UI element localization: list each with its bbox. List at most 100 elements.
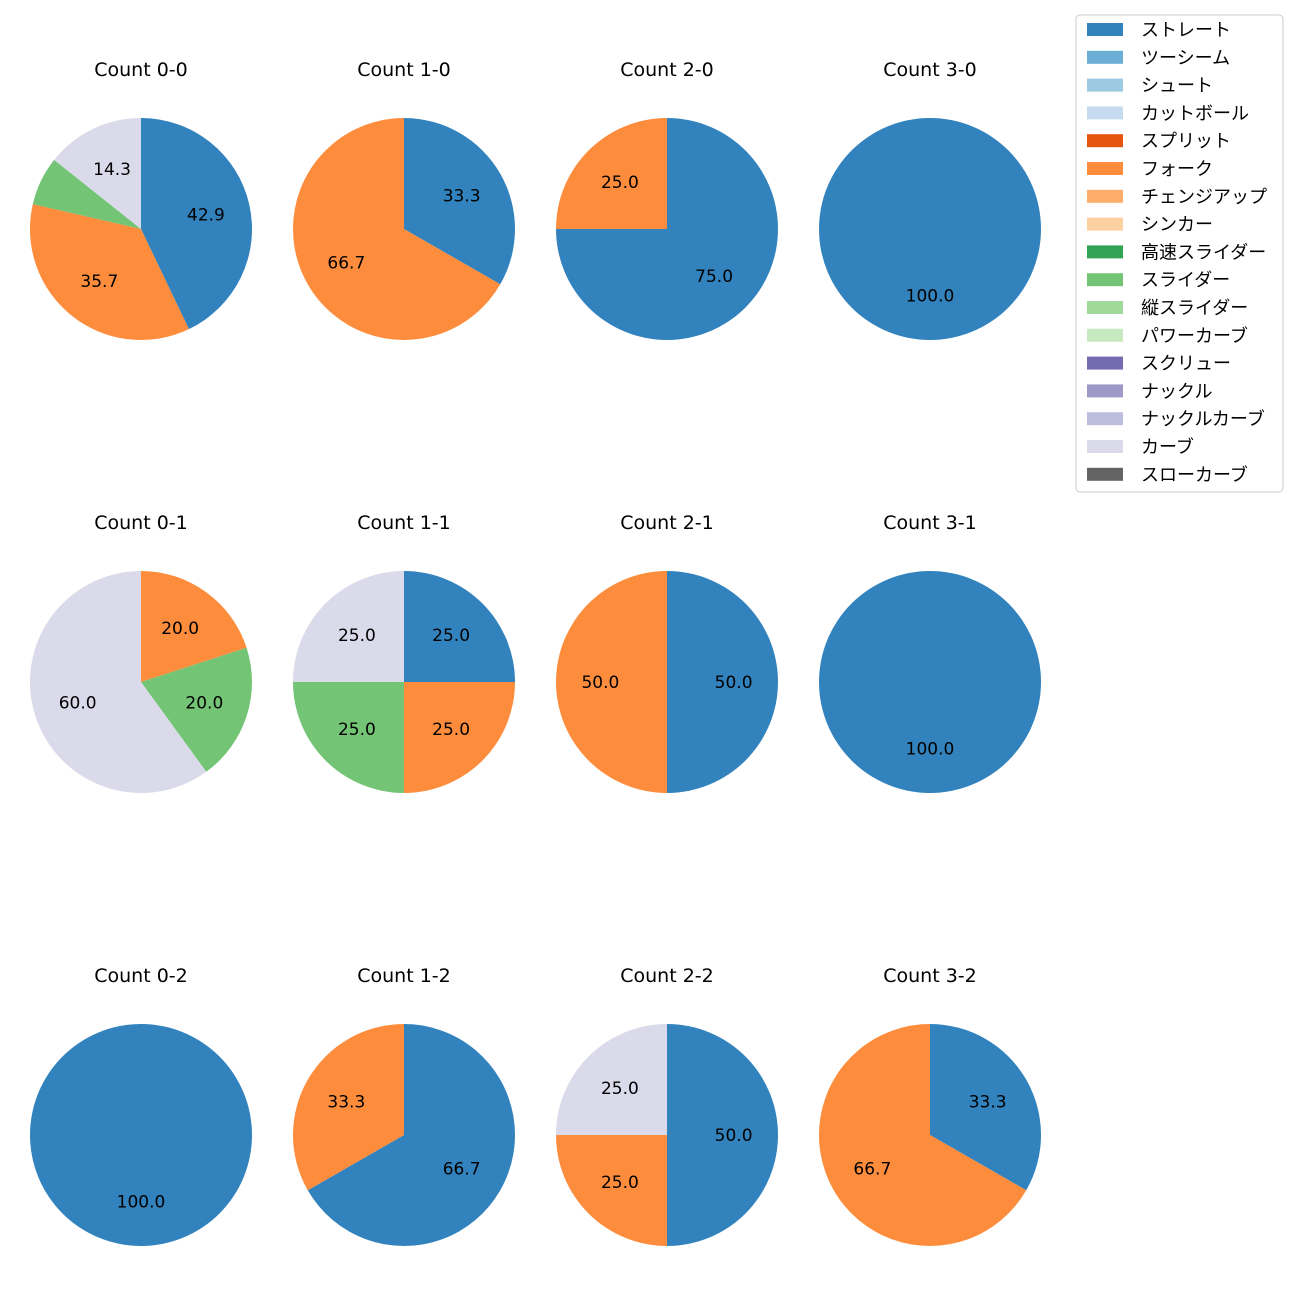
- pie-slice: [556, 571, 667, 793]
- pie-slice: [556, 1135, 667, 1246]
- pie-slice: [292, 118, 501, 340]
- pie-slice-label: 66.7: [327, 253, 365, 273]
- legend-swatch: [1087, 217, 1123, 231]
- legend-swatch: [1087, 162, 1123, 175]
- pie-title: Count 1-0: [357, 59, 451, 81]
- pie-slice: [30, 204, 189, 341]
- legend-label: ツーシーム: [1141, 48, 1230, 69]
- pie-title: Count 3-1: [883, 512, 977, 534]
- pie-chart: Count 3-1 100.0: [819, 512, 1041, 793]
- legend-swatch: [1087, 78, 1123, 92]
- pie-slice-label: 50.0: [715, 1126, 753, 1146]
- pie-title: Count 2-0: [620, 59, 714, 81]
- legend-label: 高速スライダー: [1141, 242, 1266, 263]
- pie-slice-label: 60.0: [59, 694, 97, 714]
- pie-slice: [667, 1024, 778, 1246]
- pie-slice-label: 20.0: [161, 619, 199, 639]
- legend-label: シンカー: [1141, 215, 1213, 236]
- pie-slice-label: 33.3: [443, 187, 481, 207]
- legend-label: カットボール: [1141, 103, 1249, 124]
- legend-label: スローカーブ: [1141, 464, 1248, 486]
- pie-slice-label: 25.0: [338, 720, 376, 740]
- pie-slice-label: 33.3: [327, 1093, 365, 1113]
- legend-label: ストレート: [1141, 20, 1231, 41]
- legend-swatch: [1087, 467, 1123, 481]
- pie-slice: [930, 1024, 1041, 1191]
- pie-slice: [32, 159, 141, 229]
- pie-slice-label: 35.7: [80, 272, 118, 292]
- legend-swatch: [1087, 301, 1123, 314]
- pie-slice-label: 100.0: [906, 287, 955, 307]
- legend-label: フォーク: [1141, 159, 1213, 180]
- pie-slice-label: 25.0: [432, 720, 470, 740]
- pie-slice: [141, 118, 253, 330]
- legend-label: スプリット: [1141, 131, 1231, 152]
- pie-slice: [293, 1024, 404, 1191]
- pie-slice: [819, 571, 1041, 793]
- pie-chart: Count 0-2 100.0: [30, 965, 252, 1246]
- legend-swatch: [1087, 412, 1123, 426]
- pie-chart: Count 2-2 50.0 25.0 25.0: [556, 965, 778, 1246]
- pie-slice: [556, 118, 667, 229]
- pie-slice: [404, 118, 515, 285]
- legend-label: チェンジアップ: [1141, 187, 1267, 208]
- pie-slice: [54, 118, 141, 229]
- legend-frame: [1075, 14, 1284, 493]
- pie-chart: Count 2-0 75.0 25.0: [556, 59, 778, 340]
- pie-chart: Count 0-0 42.9 35.7 14.3: [30, 59, 253, 341]
- pie-slice: [307, 1024, 516, 1246]
- pie-slice-label: 14.3: [93, 160, 131, 180]
- pie-slice-label: 66.7: [443, 1159, 481, 1179]
- pie-slice: [141, 571, 247, 682]
- pie-slice-label: 50.0: [715, 673, 753, 693]
- pie-title: Count 0-1: [94, 512, 188, 534]
- pie-chart: Count 2-1 50.0 50.0: [556, 512, 778, 793]
- pie-title: Count 2-1: [620, 512, 714, 534]
- legend-swatch: [1087, 134, 1123, 148]
- legend-swatch: [1087, 440, 1123, 453]
- legend-swatch: [1087, 50, 1123, 64]
- pie-slice-label: 100.0: [117, 1193, 166, 1213]
- pie-slice-label: 42.9: [187, 205, 225, 225]
- pie-title: Count 1-2: [357, 965, 451, 987]
- pie-slice: [404, 682, 515, 793]
- pie-slice-label: 66.7: [853, 1159, 891, 1179]
- legend-swatch: [1087, 356, 1123, 370]
- pie-slice: [818, 1024, 1027, 1247]
- pie-title: Count 0-0: [94, 59, 188, 81]
- legend-label: シュート: [1141, 76, 1213, 97]
- legend-swatch: [1087, 189, 1123, 203]
- pie-slice: [404, 571, 515, 682]
- pie-slice-label: 25.0: [432, 626, 470, 646]
- pie-slice: [30, 1024, 252, 1246]
- pie-title: Count 1-1: [357, 512, 451, 534]
- pie-slice: [293, 571, 404, 682]
- pie-slice-label: 25.0: [601, 1173, 639, 1193]
- pie-slice: [667, 571, 778, 793]
- pie-slice: [556, 1024, 667, 1135]
- pie-slice-label: 50.0: [581, 673, 619, 693]
- legend-label: パワーカーブ: [1141, 325, 1248, 347]
- pie-slice-label: 25.0: [338, 626, 376, 646]
- legend-label: ナックル: [1141, 381, 1212, 402]
- pie-slice-label: 33.3: [969, 1093, 1007, 1113]
- pie-slice-label: 25.0: [601, 173, 639, 193]
- pie-title: Count 0-2: [94, 965, 188, 987]
- legend-label: カーブ: [1141, 436, 1194, 458]
- legend-swatch: [1087, 23, 1123, 36]
- legend-label: スライダー: [1141, 270, 1230, 291]
- pie-chart: Count 1-2 66.7 33.3: [293, 965, 516, 1246]
- pie-chart: Count 3-2 33.3 66.7: [818, 965, 1041, 1247]
- pie-chart: Count 3-0 100.0: [819, 59, 1041, 340]
- pie-slice-label: 20.0: [185, 694, 223, 714]
- pie-title: Count 3-0: [883, 59, 977, 81]
- pie-slice: [29, 571, 207, 794]
- pie-slice-label: 25.0: [601, 1079, 639, 1099]
- legend-swatch: [1087, 384, 1123, 398]
- pie-slice-label: 75.0: [695, 267, 733, 287]
- pie-slice: [141, 647, 253, 772]
- pie-chart: Count 0-1 20.0 20.0 60.0: [29, 512, 253, 794]
- legend-swatch: [1087, 245, 1123, 259]
